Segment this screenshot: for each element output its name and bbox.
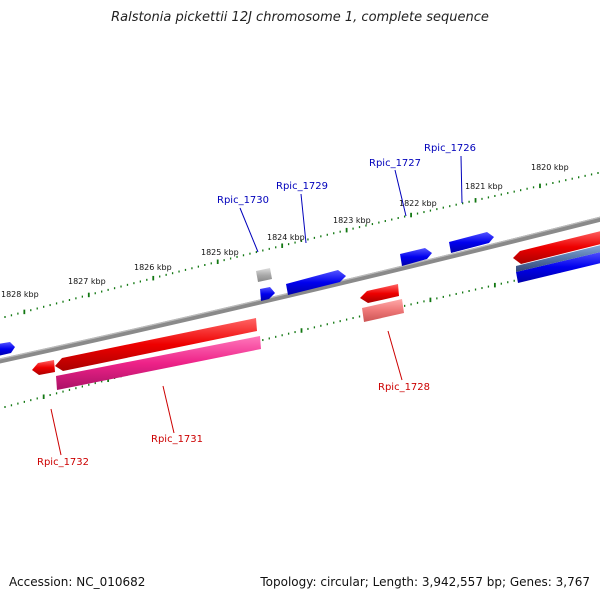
gene-feature-rpic-1727[interactable] bbox=[400, 248, 432, 266]
gene-label-rpic-1730[interactable]: Rpic_1730 bbox=[217, 195, 269, 206]
scale-label: 1826 kbp bbox=[134, 263, 172, 272]
reverse-genes bbox=[32, 230, 600, 390]
scale-label: 1823 kbp bbox=[333, 216, 371, 225]
forward-genes bbox=[0, 232, 600, 356]
topology-text: Topology: circular; Length: 3,942,557 bp… bbox=[260, 575, 590, 589]
gene-label-rpic-1726[interactable]: Rpic_1726 bbox=[424, 143, 476, 154]
scale-label: 1827 kbp bbox=[68, 277, 106, 286]
gene-label-rpic-1727[interactable]: Rpic_1727 bbox=[369, 158, 421, 169]
scale-label: 1825 kbp bbox=[201, 248, 239, 257]
gene-labels: Rpic_1726 Rpic_1727 Rpic_1729 Rpic_1730 … bbox=[37, 143, 476, 468]
upper-scale-track bbox=[4, 172, 599, 318]
genome-backbone bbox=[0, 216, 600, 364]
scale-labels: 1820 kbp 1821 kbp 1822 kbp 1823 kbp 1824… bbox=[1, 163, 569, 299]
accession-text: Accession: NC_010682 bbox=[9, 575, 146, 589]
gene-label-rpic-1731[interactable]: Rpic_1731 bbox=[151, 434, 203, 445]
map-title: Ralstonia pickettii 12J chromosome 1, co… bbox=[111, 10, 489, 25]
scale-label: 1824 kbp bbox=[267, 233, 305, 242]
gene-feature-grey[interactable] bbox=[256, 268, 272, 282]
gene-feature-right-red[interactable] bbox=[513, 230, 600, 264]
gene-feature-rpic-1726[interactable] bbox=[449, 232, 494, 253]
gene-feature-red-long[interactable] bbox=[55, 318, 257, 371]
scale-label: 1820 kbp bbox=[531, 163, 569, 172]
gene-label-rpic-1729[interactable]: Rpic_1729 bbox=[276, 181, 328, 192]
gene-feature-rpic-1730[interactable] bbox=[260, 287, 275, 301]
gene-feature-rpic-1729[interactable] bbox=[286, 270, 346, 295]
gene-feature-rpic-1732[interactable] bbox=[32, 360, 55, 375]
scale-label: 1821 kbp bbox=[465, 182, 503, 191]
gene-feature-right-steel[interactable] bbox=[516, 244, 600, 272]
gene-feature-rpic-1728[interactable] bbox=[362, 299, 404, 322]
gene-label-rpic-1732[interactable]: Rpic_1732 bbox=[37, 457, 89, 468]
gene-feature-red-mid[interactable] bbox=[360, 284, 399, 303]
scale-label: 1822 kbp bbox=[399, 199, 437, 208]
scale-label: 1828 kbp bbox=[1, 290, 39, 299]
gene-label-rpic-1728[interactable]: Rpic_1728 bbox=[378, 382, 430, 393]
gene-feature-left-edge[interactable] bbox=[0, 342, 15, 356]
gene-feature-right-blue[interactable] bbox=[516, 251, 600, 283]
gene-feature-rpic-1731[interactable] bbox=[56, 336, 261, 390]
label-leaders bbox=[50, 155, 463, 456]
